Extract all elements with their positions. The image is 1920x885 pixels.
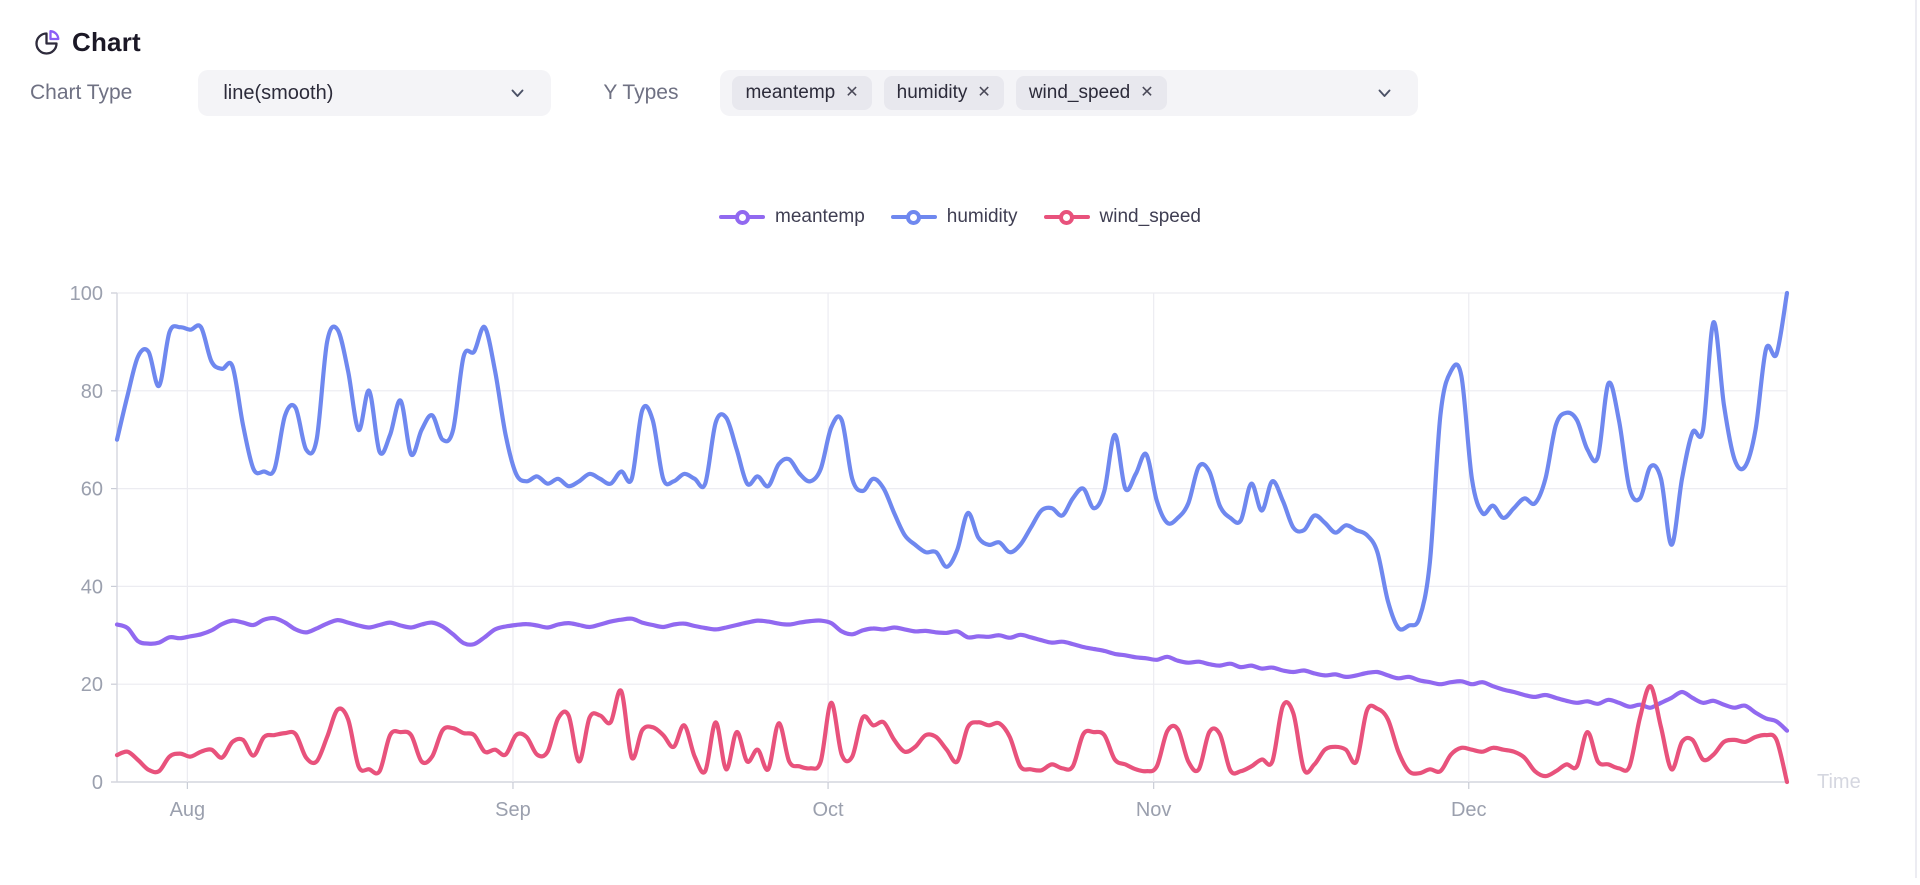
pie-chart-icon: [33, 28, 61, 56]
chart-legend: meantemp humidity wind_speed: [0, 204, 1920, 230]
legend-label: wind_speed: [1099, 206, 1201, 227]
chevron-down-icon: [510, 87, 525, 105]
line-chart[interactable]: 0 20 40 60 80 100 Aug Sep Oct Nov Dec Time: [0, 230, 1920, 880]
chart-header: Chart: [0, 0, 1920, 62]
y-types-multiselect[interactable]: meantemp ✕ humidity ✕ wind_speed ✕: [720, 70, 1419, 116]
svg-text:Dec: Dec: [1451, 799, 1487, 821]
line-series-marker-icon: [1043, 209, 1090, 225]
y-type-tag-wind-speed[interactable]: wind_speed ✕: [1015, 76, 1167, 110]
y-types-label: Y Types: [603, 81, 679, 104]
chevron-down-icon: [1377, 87, 1392, 105]
svg-text:Sep: Sep: [495, 799, 531, 821]
page-title: Chart: [72, 26, 141, 57]
y-type-tag-meantemp[interactable]: meantemp ✕: [732, 76, 872, 110]
chart-type-select[interactable]: line(smooth): [198, 70, 552, 116]
svg-text:60: 60: [81, 479, 103, 501]
legend-item-wind-speed[interactable]: wind_speed: [1043, 206, 1201, 228]
svg-text:20: 20: [81, 674, 103, 696]
legend-item-humidity[interactable]: humidity: [890, 206, 1018, 228]
legend-item-meantemp[interactable]: meantemp: [719, 206, 865, 228]
y-type-tag-humidity[interactable]: humidity ✕: [883, 76, 1004, 110]
tag-label: meantemp: [745, 82, 836, 103]
svg-text:80: 80: [81, 381, 103, 403]
remove-tag-icon[interactable]: ✕: [845, 84, 859, 101]
legend-label: humidity: [946, 206, 1018, 227]
svg-text:Oct: Oct: [813, 799, 845, 821]
chart-type-label: Chart Type: [30, 81, 133, 104]
svg-text:100: 100: [70, 283, 103, 305]
chart-canvas[interactable]: 0 20 40 60 80 100 Aug Sep Oct Nov Dec Time: [0, 230, 1920, 880]
legend-label: meantemp: [775, 206, 865, 227]
line-series-marker-icon: [719, 209, 766, 225]
svg-text:Nov: Nov: [1136, 799, 1172, 821]
svg-text:0: 0: [92, 772, 103, 794]
chart-type-value: line(smooth): [223, 81, 334, 104]
controls-row: Chart Type line(smooth) Y Types meantemp…: [30, 70, 1920, 116]
page-right-border: [1915, 0, 1917, 878]
tag-label: wind_speed: [1028, 82, 1131, 103]
svg-text:Time: Time: [1817, 771, 1861, 793]
tag-label: humidity: [896, 82, 968, 103]
remove-tag-icon[interactable]: ✕: [977, 84, 991, 101]
remove-tag-icon[interactable]: ✕: [1140, 84, 1154, 101]
svg-text:Aug: Aug: [170, 799, 206, 821]
svg-text:40: 40: [81, 576, 103, 598]
line-series-marker-icon: [890, 209, 937, 225]
